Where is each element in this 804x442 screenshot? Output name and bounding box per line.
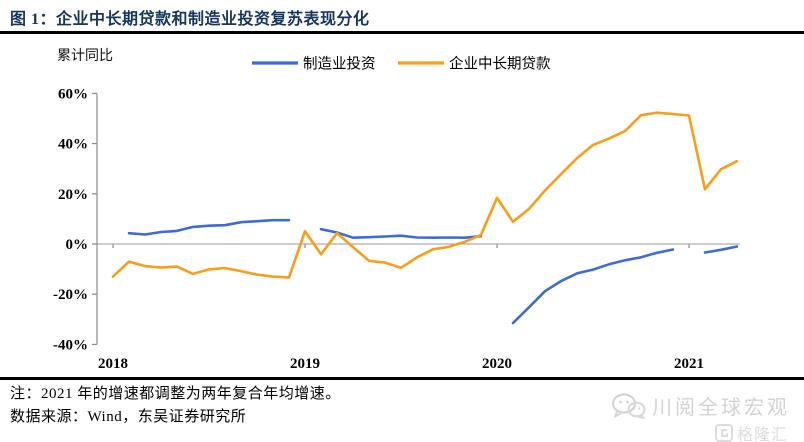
y-tick-label: 40% [58,137,88,153]
figure-title: 图 1：企业中长期贷款和制造业投资复苏表现分化 [10,11,370,28]
top-divider [0,31,804,34]
watermark-logo: 格隆汇 [612,421,788,442]
wechat-icon [612,392,646,419]
data-source: 数据来源：Wind，东吴证券研究所 [10,409,247,425]
watermark-logo-text: 格隆汇 [736,427,788,442]
y-tick-label: -40% [53,337,88,353]
y-tick-label: -20% [53,287,88,303]
x-tick-label: 2020 [482,356,512,372]
line-chart: 累计同比 60% 40% 20% 0% -20% -40% 2018 2019 2020 2021… [0,35,804,377]
chart-canvas: 60% 40% 20% 0% -20% -40% 2018 2019 2020 2021 制造业投资… [53,55,740,372]
x-tick-label: 2018 [98,356,128,372]
legend-label-0: 制造业投资 [303,56,376,73]
bottom-divider [0,377,804,380]
figure-note: 注：2021 年的增速都调整为两年复合年均增速。 [10,386,341,402]
watermark-row: 川阅全球宏观 [612,391,790,420]
watermark-text: 川阅全球宏观 [652,397,790,419]
legend-label-1: 企业中长期贷款 [449,55,551,73]
y-tick-label: 0% [66,237,89,253]
x-tick-label: 2019 [290,356,320,372]
y-axis-title: 累计同比 [57,49,113,64]
gelonghui-logo-icon [714,424,733,442]
series-line-0 [127,218,739,325]
series-line-1 [111,111,739,279]
watermark: 川阅全球宏观 格隆汇 [612,391,790,442]
y-tick-label: 20% [58,187,88,203]
x-tick-label: 2021 [674,356,704,372]
y-tick-label: 60% [58,86,88,102]
